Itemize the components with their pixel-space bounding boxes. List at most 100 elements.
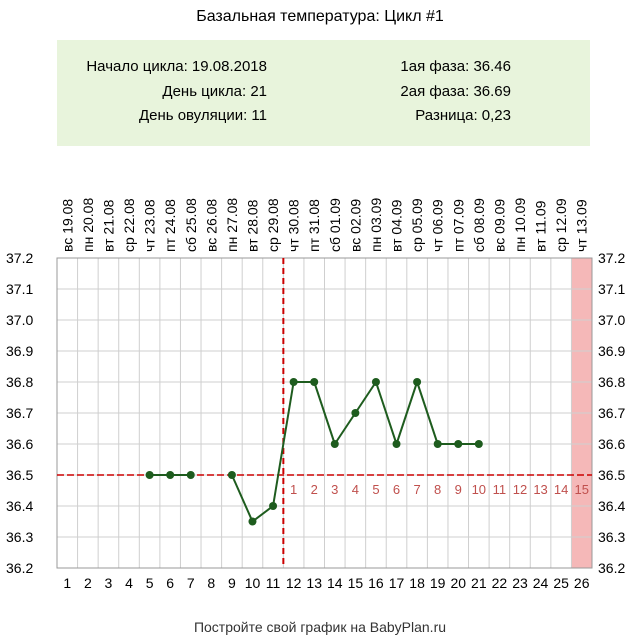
phase2-label: 2ая фаза:	[400, 83, 470, 100]
temperature-line-segment	[333, 412, 357, 445]
temperature-point	[269, 502, 278, 510]
x-tick-day: 1	[63, 575, 71, 591]
luteal-day-number: 14	[554, 482, 568, 497]
temperature-point	[413, 378, 422, 386]
temperature-point	[310, 378, 319, 386]
luteal-day-number: 4	[352, 482, 359, 497]
x-tick-day: 2	[84, 575, 92, 591]
ovulation-day-label: День овуляции:	[138, 107, 248, 124]
luteal-day-number: 6	[393, 482, 400, 497]
date-label: пт 24.08	[162, 199, 178, 252]
date-label: сб 25.08	[183, 198, 199, 252]
cycle-start-label: Начало цикла:	[86, 58, 188, 75]
x-tick-day: 4	[125, 575, 133, 591]
cycle-day-row: День цикла: 21	[57, 83, 267, 100]
temperature-line-segment	[230, 474, 254, 522]
x-tick-day: 17	[389, 575, 405, 591]
x-tick-day: 6	[166, 575, 174, 591]
difference-row: Разница: 0,23	[327, 107, 511, 124]
y-tick-left: 36.2	[6, 560, 33, 576]
cycle-day-label: День цикла:	[162, 83, 247, 100]
phase2-row: 2ая фаза: 36.69	[327, 83, 511, 100]
temperature-point	[145, 471, 154, 479]
x-tick-day: 5	[146, 575, 154, 591]
x-tick-day: 18	[409, 575, 425, 591]
x-tick-day: 19	[430, 575, 446, 591]
date-label: ср 12.09	[553, 198, 569, 252]
luteal-day-number: 8	[434, 482, 441, 497]
date-label: сб 01.09	[327, 198, 343, 252]
y-tick-left: 37.2	[6, 250, 33, 266]
temperature-point	[227, 471, 236, 479]
luteal-day-number: 15	[574, 482, 588, 497]
luteal-day-number: 1	[290, 482, 297, 497]
y-tick-right: 36.6	[598, 436, 625, 452]
y-tick-left: 36.8	[6, 374, 33, 390]
x-tick-day: 7	[187, 575, 195, 591]
x-tick-day: 11	[266, 575, 281, 591]
chart-title: Базальная температура: Цикл #1	[196, 8, 444, 25]
y-tick-right: 36.4	[598, 498, 625, 514]
date-label: ср 05.09	[409, 198, 425, 252]
luteal-day-number: 12	[513, 482, 527, 497]
temperature-point	[371, 378, 380, 386]
y-tick-left: 36.6	[6, 436, 33, 452]
temperature-point	[454, 440, 463, 448]
luteal-day-number: 3	[331, 482, 338, 497]
phase2-value: 36.69	[473, 83, 511, 100]
temperature-line-segment	[395, 381, 419, 445]
luteal-day-number: 11	[493, 482, 507, 497]
y-tick-left: 36.3	[6, 529, 33, 545]
y-tick-right: 37.1	[598, 281, 625, 297]
date-label: пн 27.08	[224, 198, 240, 252]
date-label: чт 23.08	[142, 199, 158, 252]
phase1-value: 36.46	[473, 58, 511, 75]
date-label: вс 02.09	[347, 199, 363, 252]
y-tick-left: 36.7	[6, 405, 33, 421]
ovulation-day-value: 11	[251, 107, 267, 124]
phase1-label: 1ая фаза:	[400, 58, 470, 75]
temperature-point	[248, 517, 257, 526]
date-label: пн 03.09	[368, 198, 384, 252]
temperature-line-segment	[272, 381, 295, 507]
date-label: сб 08.09	[471, 198, 487, 252]
temperature-point	[433, 440, 442, 448]
luteal-day-number: 9	[455, 482, 462, 497]
y-tick-right: 37.2	[598, 250, 625, 266]
luteal-day-number: 7	[413, 482, 420, 497]
date-label: вс 26.08	[203, 199, 219, 252]
cycle-start-value: 19.08.2018	[191, 58, 267, 75]
temperature-point	[166, 471, 175, 479]
phase1-row: 1ая фаза: 36.46	[327, 58, 511, 75]
x-tick-day: 20	[450, 575, 466, 591]
temperature-point	[392, 440, 401, 448]
y-tick-left: 37.1	[6, 281, 33, 297]
y-tick-right: 36.7	[598, 405, 625, 421]
luteal-day-number: 13	[533, 482, 547, 497]
x-tick-day: 22	[492, 575, 508, 591]
y-tick-left: 36.5	[6, 467, 33, 483]
cycle-start-row: Начало цикла: 19.08.2018	[57, 58, 267, 75]
x-tick-day: 10	[245, 575, 261, 591]
luteal-day-number: 10	[472, 482, 486, 497]
temperature-line-segment	[354, 381, 377, 414]
y-tick-right: 37.0	[598, 312, 625, 328]
y-tick-left: 36.9	[6, 343, 33, 359]
ovulation-day-row: День овуляции: 11	[57, 107, 267, 124]
date-label: вт 28.08	[244, 199, 260, 252]
temperature-line-segment	[251, 505, 274, 523]
date-label: вс 09.09	[491, 199, 507, 252]
temperature-point	[289, 378, 298, 386]
temperature-line-segment	[416, 381, 439, 445]
difference-value: 0,23	[481, 107, 511, 124]
y-tick-right: 36.2	[598, 560, 625, 576]
date-label: ср 22.08	[121, 198, 137, 252]
date-label: пт 31.08	[306, 199, 322, 252]
x-tick-day: 13	[306, 575, 322, 591]
cycle-day-value: 21	[250, 83, 267, 100]
y-tick-left: 37.0	[6, 312, 33, 328]
y-tick-right: 36.3	[598, 529, 625, 545]
footer-link[interactable]: Постройте свой график на BabyPlan.ru	[193, 619, 447, 635]
x-tick-day: 9	[228, 575, 236, 591]
luteal-day-number: 2	[311, 482, 318, 497]
